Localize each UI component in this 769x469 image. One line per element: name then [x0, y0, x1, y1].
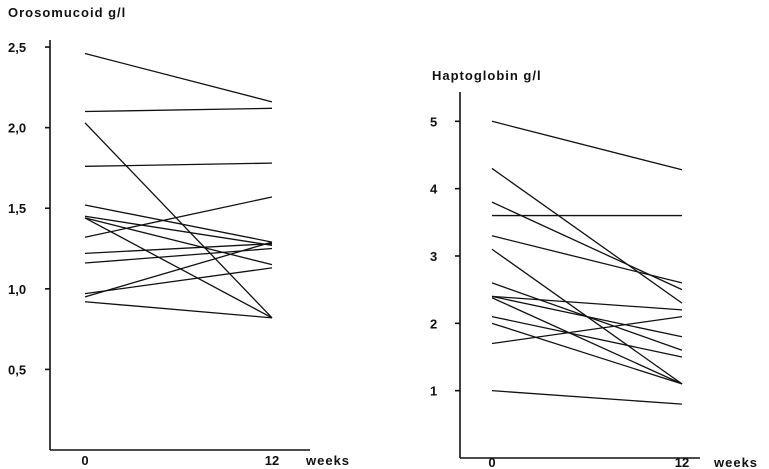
haptoglobin-patient-line-14 [491, 390, 683, 405]
haptoglobin-x-tick-0: 0 [488, 455, 495, 469]
orosomucoid-chart: Orosomucoid g/l 0,5 1,0 1,5 2,0 2,5 0 12 wee… [8, 5, 350, 468]
orosomucoid-series [84, 52, 273, 319]
haptoglobin-patient-line-8 [491, 295, 683, 311]
orosomucoid-x-unit: weeks [305, 453, 350, 468]
orosomucoid-patient-line-8 [84, 217, 273, 319]
orosomucoid-patient-line-1 [84, 52, 273, 103]
haptoglobin-patient-line-10 [491, 297, 683, 385]
haptoglobin-x-unit: weeks [713, 455, 758, 469]
orosomucoid-patient-line-10 [84, 243, 273, 255]
orosomucoid-patient-line-9 [84, 196, 273, 238]
haptoglobin-series [491, 120, 683, 405]
haptoglobin-y-tick-label: 4 [430, 182, 438, 197]
haptoglobin-y-tick-label: 1 [430, 384, 437, 399]
orosomucoid-patient-line-4 [84, 162, 273, 167]
haptoglobin-title: Haptoglobin g/l [432, 68, 542, 83]
orosomucoid-y-tick-label: 2,0 [8, 121, 26, 136]
orosomucoid-patient-line-13 [84, 241, 273, 298]
haptoglobin-y-tick-label: 3 [430, 249, 437, 264]
haptoglobin-patient-line-12 [491, 322, 683, 385]
orosomucoid-title: Orosomucoid g/l [8, 5, 126, 20]
haptoglobin-patient-line-1 [491, 120, 683, 171]
haptoglobin-y-tick-label: 2 [430, 316, 437, 331]
haptoglobin-patient-line-5 [491, 235, 683, 284]
orosomucoid-patient-line-14 [84, 301, 273, 319]
orosomucoid-y-tick-label: 1,5 [8, 201, 26, 216]
haptoglobin-patient-line-13 [491, 315, 683, 345]
orosomucoid-x-tick-0: 0 [81, 453, 88, 468]
orosomucoid-y-tick-label: 0,5 [8, 362, 26, 377]
orosomucoid-patient-line-6 [84, 215, 273, 246]
orosomucoid-patient-line-7 [84, 217, 273, 266]
orosomucoid-y-ticks: 0,5 1,0 1,5 2,0 2,5 [8, 40, 50, 377]
haptoglobin-y-tick-label: 5 [430, 114, 437, 129]
orosomucoid-y-tick-label: 2,5 [8, 40, 26, 55]
haptoglobin-patient-line-2 [491, 167, 683, 304]
haptoglobin-y-ticks: 1 2 3 4 5 [430, 114, 460, 399]
haptoglobin-patient-line-9 [491, 295, 683, 338]
orosomucoid-patient-line-3 [84, 122, 273, 319]
orosomucoid-patient-line-2 [84, 107, 273, 113]
haptoglobin-patient-line-11 [491, 315, 683, 358]
orosomucoid-y-tick-label: 1,0 [8, 282, 26, 297]
haptoglobin-x-tick-12: 12 [675, 455, 689, 469]
orosomucoid-x-tick-12: 12 [265, 453, 279, 468]
orosomucoid-patient-line-12 [84, 267, 273, 295]
orosomucoid-patient-line-5 [84, 204, 273, 243]
